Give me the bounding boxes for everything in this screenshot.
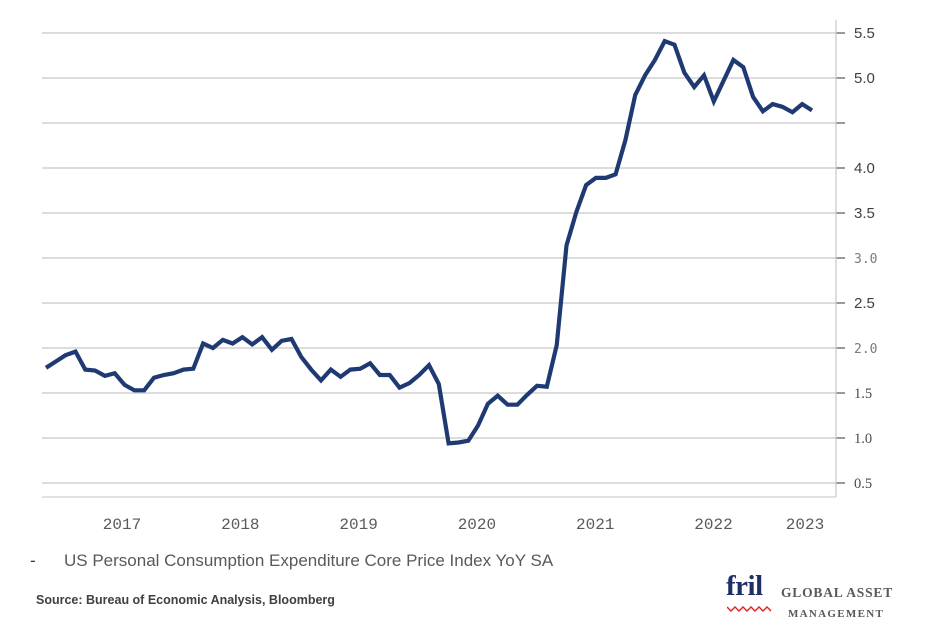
source-note: Source: Bureau of Economic Analysis, Blo…	[36, 593, 335, 607]
series-line	[44, 38, 814, 446]
y-tick-label: 2.5	[854, 295, 875, 312]
logo-text-management: MANAGEMENT	[788, 608, 885, 620]
gridlines	[42, 32, 836, 484]
y-tick-label: 5.5	[854, 25, 875, 42]
legend: - US Personal Consumption Expenditure Cor…	[30, 551, 553, 571]
logo-text-global-asset: GLOBAL ASSET	[781, 585, 894, 600]
y-tick-label: 0.5	[854, 476, 872, 492]
x-tick-label: 2020	[458, 516, 496, 534]
x-tick-label: 2023	[786, 516, 824, 534]
y-tick-label: 1.5	[854, 386, 872, 402]
legend-marker: -	[30, 551, 36, 570]
x-tick-label: 2019	[339, 516, 377, 534]
x-tick-label: 2022	[694, 516, 732, 534]
y-tick-label: 3.5	[854, 205, 875, 222]
y-tick-label: 5.0	[854, 70, 875, 87]
y-tick-label: 3.0	[854, 252, 877, 267]
y-tick-label: 1.0	[854, 431, 872, 447]
chart: 5.55.04.03.53.02.52.01.51.00.5 2017 2018 2…	[42, 20, 877, 534]
y-tick-label: 4.0	[854, 160, 875, 177]
logo-wave-icon	[727, 606, 772, 612]
y-tick-label: 2.0	[854, 342, 877, 357]
x-tick-label: 2021	[576, 516, 614, 534]
company-logo: fril GLOBAL ASSET MANAGEMENT	[726, 572, 926, 628]
y-axis: 5.5 5.0 4.0 3.5 3.0 2.5 2.0 1.5 1.0 0.5	[42, 20, 877, 498]
legend-label: US Personal Consumption Expenditure Core…	[64, 551, 554, 570]
series-layer	[44, 38, 814, 446]
x-tick-label: 2018	[221, 516, 259, 534]
x-tick-label: 2017	[103, 516, 141, 534]
logo-brand: fril	[726, 570, 763, 602]
x-axis: 2017 2018 2019 2020 2021 2022 2023	[103, 516, 824, 534]
